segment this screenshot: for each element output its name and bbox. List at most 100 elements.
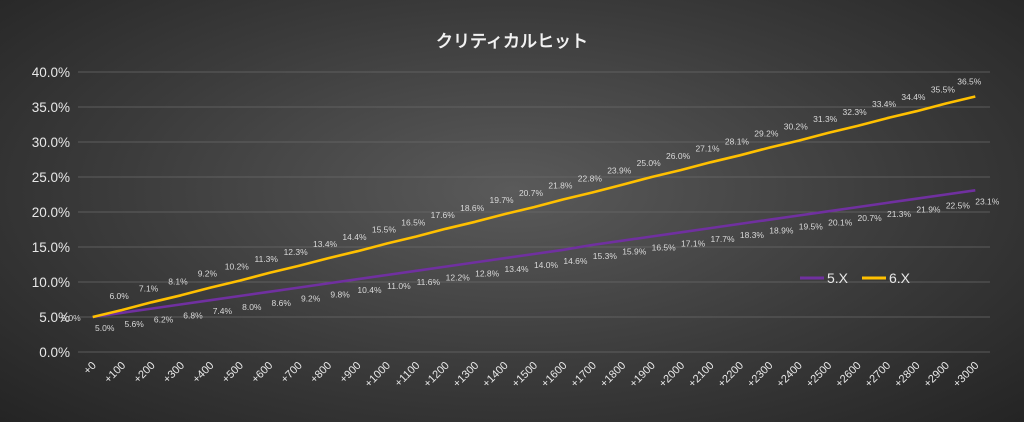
data-label-5.X: 12.8% [475, 268, 500, 278]
data-label-5.X: 11.0% [387, 281, 411, 291]
data-label-6.X: 20.7% [519, 188, 544, 198]
x-tick-label: +300 [161, 360, 187, 386]
x-tick-label: +1000 [363, 360, 393, 390]
x-tick-label: +2800 [892, 360, 922, 390]
x-tick-label: +1400 [480, 360, 510, 390]
x-tick-label: +1200 [422, 360, 452, 390]
data-label-5.X: 15.3% [593, 251, 618, 261]
x-tick-label: +2100 [686, 360, 716, 390]
data-label-5.X: 23.1% [975, 196, 1000, 206]
x-tick-label: +2300 [745, 360, 775, 390]
legend-label-6.X: 6.X [889, 270, 911, 286]
legend: 5.X 6.X [800, 270, 911, 286]
data-label-5.X: 21.3% [887, 209, 912, 219]
data-label-5.X: 15.9% [622, 247, 647, 257]
data-label-5.X: 12.2% [446, 273, 471, 283]
data-label-6.X: 6.0% [109, 291, 129, 301]
x-tick-label: +0 [81, 360, 98, 377]
x-tick-label: +1500 [510, 360, 540, 390]
data-label-6.X: 27.1% [695, 143, 720, 153]
y-tick-label: 25.0% [32, 170, 70, 185]
data-label-6.X: 13.4% [313, 239, 338, 249]
data-label-5.X: 6.8% [183, 310, 203, 320]
data-label-6.X: 15.5% [372, 225, 397, 235]
data-label-6.X: 8.1% [168, 276, 188, 286]
data-label-5.X: 22.5% [946, 201, 971, 211]
data-label-5.X: 11.6% [417, 277, 441, 287]
x-tick-label: +1800 [598, 360, 628, 390]
data-label-6.X: 32.3% [843, 107, 868, 117]
y-tick-label: 15.0% [32, 240, 70, 255]
data-label-5.X: 8.0% [242, 302, 262, 312]
data-label-5.X: 14.6% [563, 256, 588, 266]
x-tick-label: +1900 [627, 360, 657, 390]
x-tick-label: +500 [220, 360, 246, 386]
data-label-6.X: 28.1% [725, 136, 750, 146]
data-label-5.X: 17.1% [681, 238, 706, 248]
y-tick-label: 5.0% [39, 310, 70, 325]
data-label-5.X: 16.5% [652, 243, 677, 253]
x-tick-label: +600 [249, 360, 275, 386]
data-label-5.X: 8.6% [272, 298, 292, 308]
x-tick-label: +100 [102, 360, 128, 386]
data-label-5.X: 18.9% [769, 226, 794, 236]
data-label-6.X: 30.2% [784, 122, 809, 132]
x-tick-label: +2200 [716, 360, 746, 390]
series-lines [92, 95, 976, 319]
x-tick-label: +200 [132, 360, 158, 386]
data-label-6.X: 29.2% [754, 129, 779, 139]
data-label-6.X: 25.0% [637, 158, 662, 168]
data-label-6.X: 35.5% [931, 85, 956, 95]
x-tick-label: +2000 [657, 360, 687, 390]
data-label-6.X: 33.4% [872, 99, 897, 109]
x-tick-label: +1600 [539, 360, 569, 390]
y-tick-label: 10.0% [32, 275, 70, 290]
data-label-6.X: 34.4% [901, 92, 926, 102]
x-tick-label: +800 [308, 360, 334, 386]
data-label-6.X: 19.7% [490, 195, 515, 205]
data-label-5.X: 9.8% [330, 289, 350, 299]
data-label-5.X: 18.3% [740, 230, 765, 240]
data-label-5.X: 10.4% [357, 285, 382, 295]
data-labels: 5.0% 5.6% 6.2% 6.8% 7.4% 8.0% 8.6% 9.2% 9.8% 10.4… [61, 77, 999, 334]
data-label-6.X: 26.0% [666, 151, 691, 161]
x-tick-label: +2600 [833, 360, 863, 390]
data-label-5.X: 5.6% [124, 319, 144, 329]
y-tick-label: 35.0% [32, 100, 70, 115]
data-label-6.X: 23.9% [607, 166, 632, 176]
data-label-5.X: 20.7% [858, 213, 883, 223]
data-label-5.X: 13.4% [505, 264, 530, 274]
data-label-6.X: 7.1% [139, 283, 159, 293]
series-line-5.X [92, 189, 976, 319]
data-label-6.X: 9.2% [198, 269, 218, 279]
y-axis-ticks: 0.0% 5.0% 10.0% 15.0% 20.0% 25.0% 30.0% 35.0% 40… [32, 65, 70, 360]
data-label-5.X: 9.2% [301, 294, 321, 304]
data-label-6.X: 21.8% [548, 180, 573, 190]
legend-label-5.X: 5.X [827, 270, 849, 286]
data-label-5.X: 20.1% [828, 217, 853, 227]
y-tick-label: 40.0% [32, 65, 70, 80]
x-tick-label: +1100 [393, 360, 423, 390]
data-label-6.X: 5.0% [61, 313, 81, 323]
data-label-5.X: 5.0% [95, 323, 115, 333]
y-tick-label: 20.0% [32, 205, 70, 220]
x-tick-label: +2400 [775, 360, 805, 390]
x-axis-ticks: +0 +100 +200 +300 +400 +500 +600 +700 +800 +900 +1… [81, 360, 981, 390]
x-tick-label: +2500 [804, 360, 834, 390]
data-label-6.X: 11.3% [254, 254, 278, 264]
data-label-6.X: 17.6% [431, 210, 456, 220]
data-label-6.X: 14.4% [342, 232, 367, 242]
data-label-5.X: 7.4% [213, 306, 233, 316]
data-label-6.X: 12.3% [284, 247, 309, 257]
data-label-5.X: 19.5% [799, 222, 824, 232]
data-label-6.X: 36.5% [957, 77, 982, 87]
x-tick-label: +2700 [863, 360, 893, 390]
data-label-6.X: 16.5% [401, 218, 426, 228]
x-tick-label: +400 [191, 360, 217, 386]
x-tick-label: +900 [338, 360, 364, 386]
x-tick-label: +3000 [951, 360, 981, 390]
x-tick-label: +2900 [922, 360, 952, 390]
data-label-6.X: 10.2% [225, 262, 250, 272]
data-label-6.X: 22.8% [578, 173, 603, 183]
y-tick-label: 0.0% [39, 345, 70, 360]
